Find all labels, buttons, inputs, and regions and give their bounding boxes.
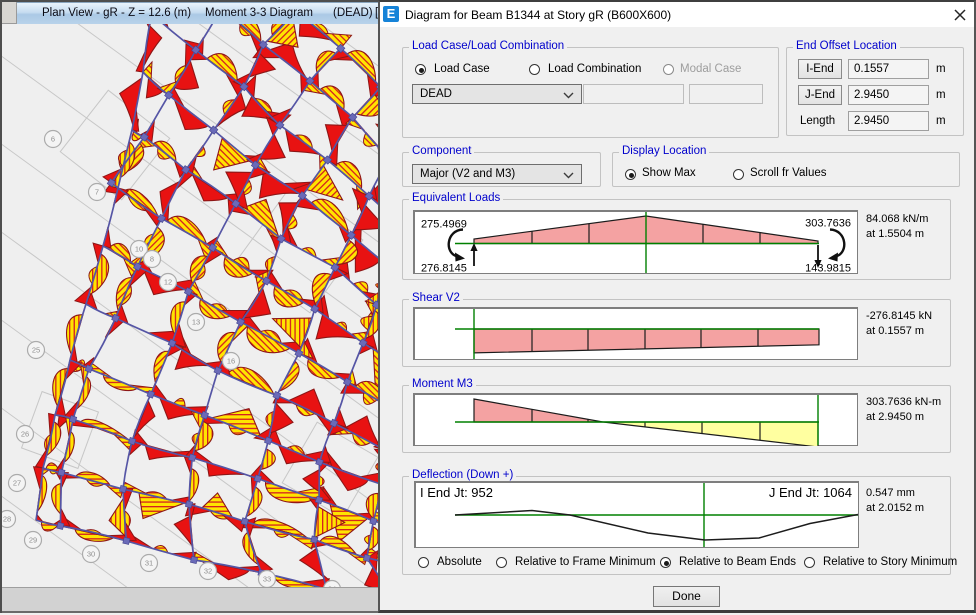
svg-text:16: 16 — [227, 357, 235, 366]
svg-text:25: 25 — [32, 346, 40, 355]
svg-text:276.8145: 276.8145 — [421, 263, 467, 275]
svg-text:8: 8 — [150, 255, 154, 264]
svg-text:7: 7 — [95, 188, 99, 197]
svg-text:275.4969: 275.4969 — [421, 219, 467, 231]
svg-text:31: 31 — [145, 559, 153, 568]
svg-text:13: 13 — [192, 318, 200, 327]
svg-text:27: 27 — [13, 479, 21, 488]
svg-text:J End Jt: 1064: J End Jt: 1064 — [769, 485, 852, 500]
svg-text:143.9815: 143.9815 — [805, 263, 851, 275]
svg-text:29: 29 — [29, 536, 37, 545]
svg-text:I End Jt: 952: I End Jt: 952 — [420, 485, 493, 500]
svg-text:33: 33 — [263, 575, 271, 584]
svg-text:10: 10 — [135, 245, 143, 254]
svg-text:303.7636: 303.7636 — [805, 218, 851, 230]
svg-text:32: 32 — [204, 567, 212, 576]
svg-text:30: 30 — [87, 550, 95, 559]
svg-text:6: 6 — [51, 135, 55, 144]
svg-text:26: 26 — [21, 430, 29, 439]
svg-text:28: 28 — [3, 515, 11, 524]
svg-text:12: 12 — [164, 278, 172, 287]
